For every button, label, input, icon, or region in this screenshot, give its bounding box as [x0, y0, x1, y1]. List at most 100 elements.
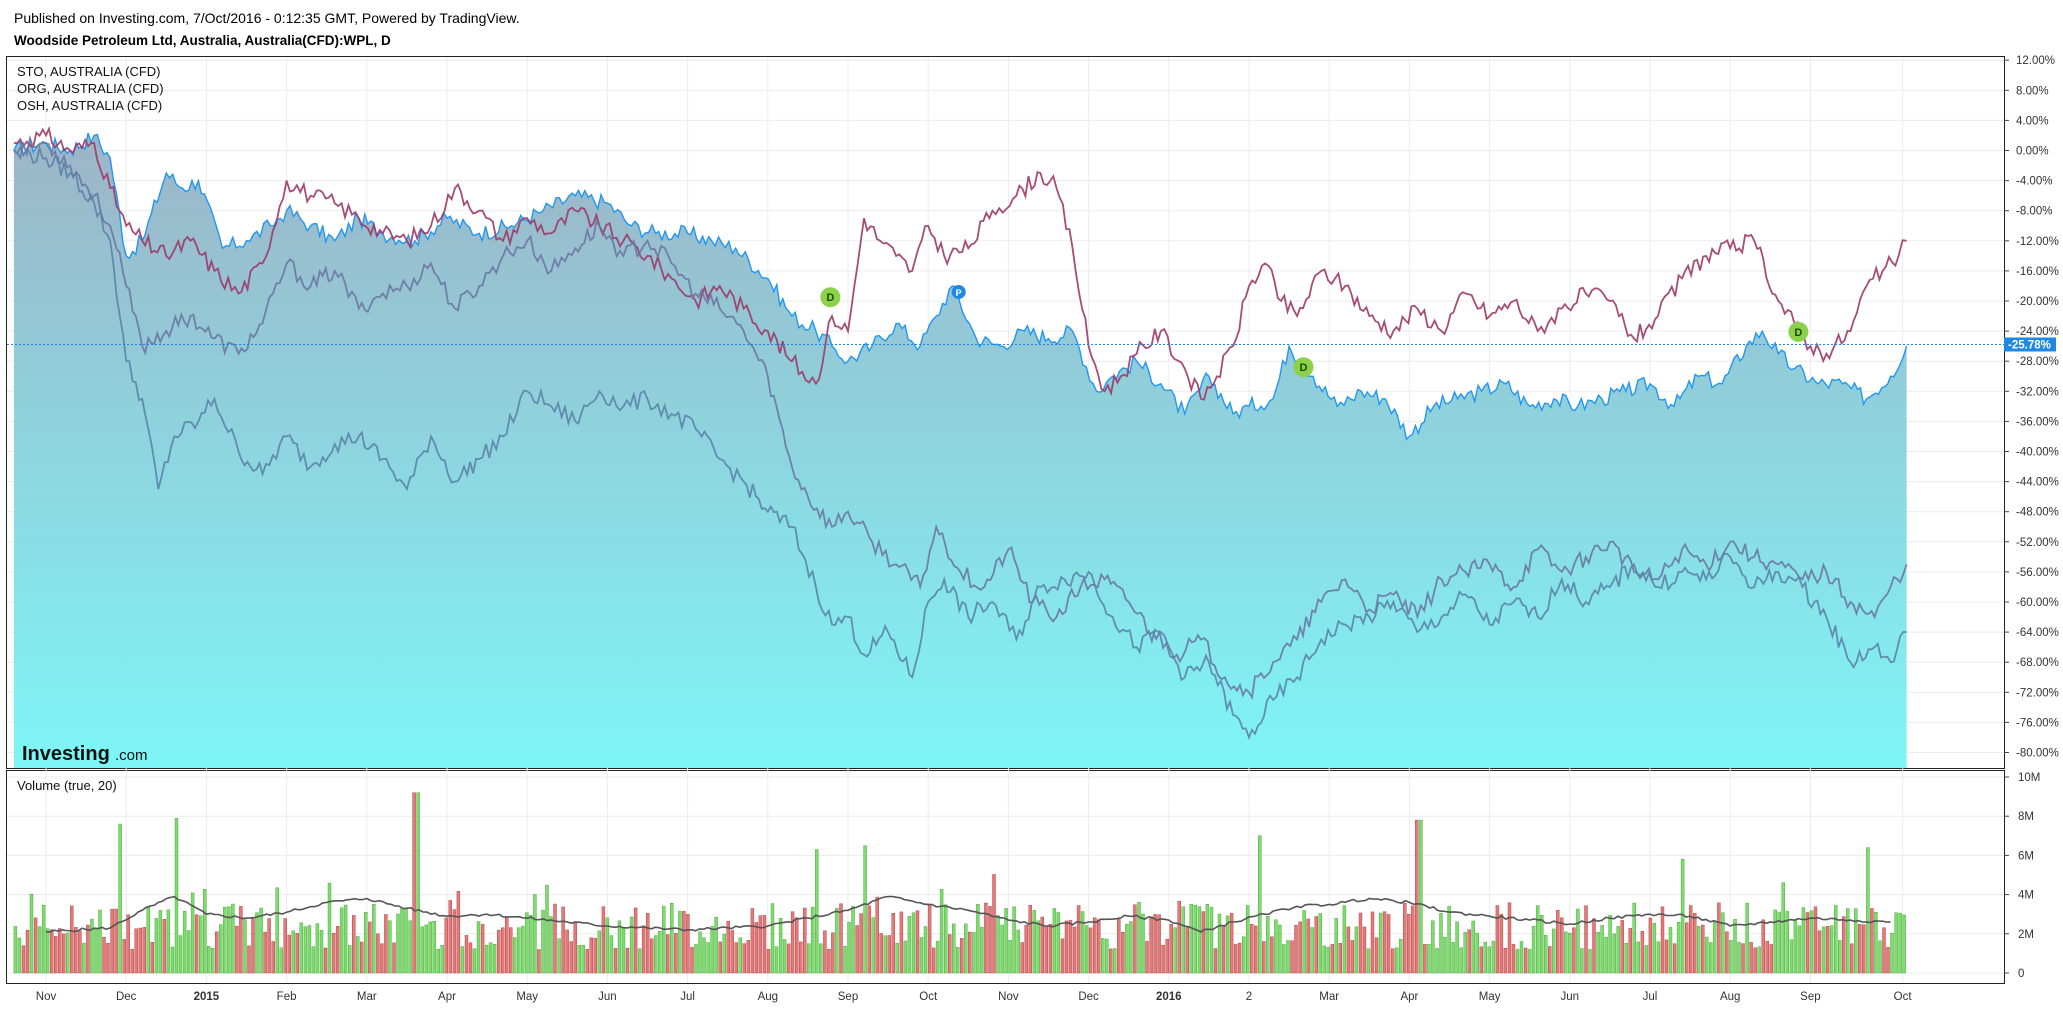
volume-bar: [1507, 902, 1512, 974]
dividend-marker[interactable]: [820, 287, 841, 308]
volume-bar: [1137, 901, 1141, 974]
volume-bar: [1556, 910, 1560, 974]
volume-bar: [1105, 938, 1109, 974]
x-tick-label: Dec: [1078, 991, 1099, 1003]
volume-bar: [1201, 911, 1206, 974]
volume-bar: [303, 926, 308, 974]
volume-bar: [1451, 942, 1455, 974]
volume-bar: [1358, 912, 1363, 974]
x-tick-label: Apr: [1400, 991, 1418, 1003]
volume-bar: [778, 918, 783, 974]
volume-bar: [239, 906, 243, 974]
volume-bar: [1729, 940, 1733, 974]
volume-bar: [960, 938, 964, 974]
volume-bar: [1245, 905, 1250, 974]
volume-bar: [45, 928, 50, 974]
volume-bar: [460, 946, 465, 974]
volume-bar: [424, 924, 428, 974]
volume-bar: [1282, 944, 1286, 974]
volume-bar: [404, 907, 408, 974]
volume-bar: [589, 937, 593, 974]
volume-bar: [1825, 926, 1830, 974]
vol-tick-label: 8M: [2018, 811, 2034, 823]
volume-bar: [537, 949, 541, 974]
volume-bar: [1060, 938, 1065, 974]
x-tick-label: 2015: [194, 991, 220, 1003]
volume-bar: [621, 927, 626, 974]
volume-bar: [1056, 912, 1061, 974]
volume-bar: [1672, 943, 1677, 974]
volume-bar: [1749, 942, 1753, 974]
volume-bar: [1302, 910, 1306, 974]
volume-bar: [1378, 912, 1383, 974]
volume-bar: [1503, 948, 1508, 974]
volume-bar: [1149, 916, 1153, 974]
y-tick-label: 12.00%: [2016, 55, 2055, 67]
volume-bar: [1290, 940, 1294, 974]
volume-bar: [1648, 917, 1653, 974]
volume-bar: [835, 908, 839, 974]
volume-bar: [1455, 921, 1459, 974]
volume-bar: [980, 926, 984, 974]
volume-bar: [110, 908, 114, 974]
volume-bar: [1801, 907, 1806, 974]
volume-bar: [795, 917, 799, 974]
volume-bar: [1181, 906, 1186, 974]
volume-bar: [1866, 847, 1870, 974]
logo-text: Investing: [22, 743, 110, 765]
volume-bar: [1141, 913, 1145, 974]
volume-bar: [952, 923, 956, 974]
x-tick-label: Aug: [758, 991, 778, 1003]
y-tick-label: -32.00%: [2016, 386, 2059, 398]
volume-bar: [1560, 917, 1564, 974]
dividend-marker[interactable]: [1293, 357, 1314, 378]
volume-bar: [863, 845, 867, 974]
volume-bar: [770, 903, 775, 974]
volume-bar: [307, 925, 312, 974]
volume-bar: [948, 934, 952, 974]
dividend-marker[interactable]: [1788, 321, 1809, 342]
volume-bar: [1519, 941, 1524, 974]
volume-bar: [1173, 927, 1177, 974]
volume-bar: [831, 932, 835, 974]
volume-bar: [70, 905, 74, 974]
volume-bar: [1479, 946, 1484, 974]
vol-tick-label: 6M: [2018, 850, 2034, 862]
volume-bar: [372, 904, 376, 974]
volume-bar: [734, 942, 738, 974]
volume-bar: [1193, 905, 1198, 974]
volume-bar: [1543, 935, 1548, 974]
volume-bar: [182, 911, 187, 974]
volume-bar: [1109, 948, 1113, 974]
volume-bar: [1076, 905, 1081, 974]
volume-bar: [569, 941, 573, 974]
p-marker[interactable]: [951, 284, 966, 299]
volume-bar: [521, 925, 525, 974]
volume-bar: [1298, 921, 1302, 974]
volume-bar: [1092, 917, 1097, 974]
volume-bar: [392, 942, 396, 974]
volume-bar: [1898, 912, 1902, 974]
volume-bar: [746, 940, 750, 974]
volume-bar: [1664, 939, 1669, 974]
volume-bar: [883, 935, 887, 974]
volume-bar: [21, 945, 26, 974]
volume-bar: [907, 916, 912, 974]
volume-bar: [839, 903, 843, 974]
x-tick-label: Aug: [1720, 991, 1740, 1003]
volume-bar: [1636, 941, 1641, 974]
volume-bar: [1721, 912, 1725, 974]
volume-bar: [194, 914, 199, 974]
x-tick-label: Apr: [438, 991, 456, 1003]
volume-bar: [1153, 914, 1157, 974]
volume-bar: [1793, 919, 1798, 974]
volume-bar: [750, 908, 755, 974]
volume-bar: [1552, 928, 1556, 974]
volume-bar: [1511, 944, 1516, 974]
volume-bar: [509, 927, 513, 974]
volume-bar: [722, 933, 726, 974]
volume-bar: [726, 920, 730, 974]
volume-bar: [66, 932, 70, 974]
volume-bar: [1701, 924, 1705, 974]
